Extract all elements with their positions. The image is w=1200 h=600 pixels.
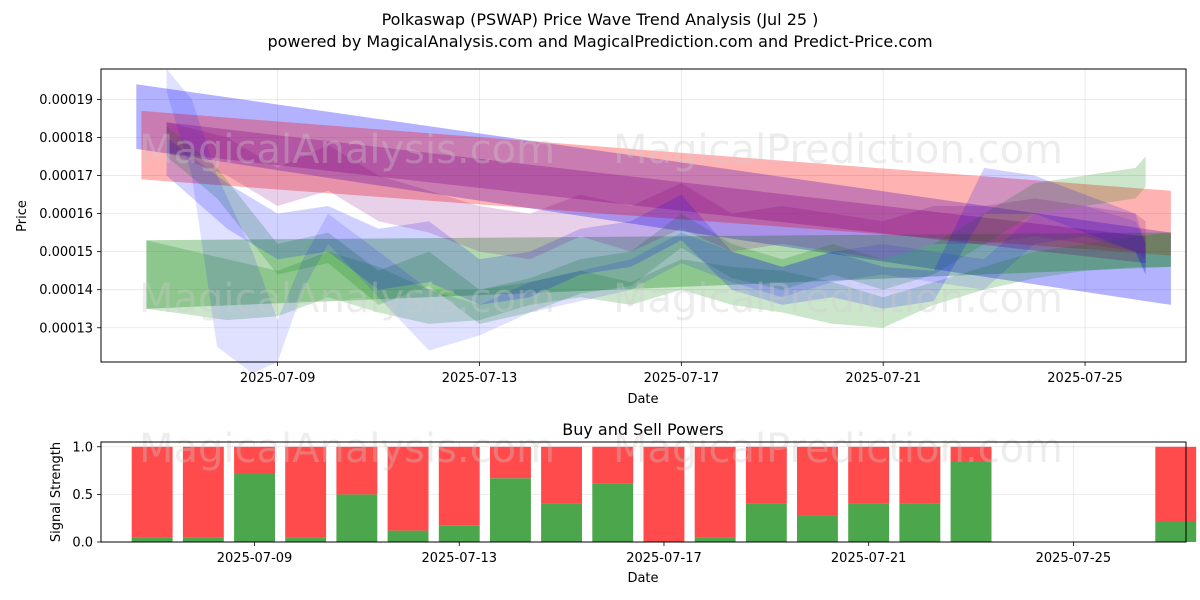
price-bands bbox=[136, 69, 1171, 374]
blue-wave-band-1 bbox=[166, 69, 1146, 374]
signal-x-tick-label: 2025-07-17 bbox=[626, 551, 702, 566]
buy-power-bar bbox=[234, 473, 275, 542]
buy-power-bar bbox=[387, 530, 429, 542]
sell-power-bar bbox=[745, 446, 787, 504]
sell-power-bar bbox=[950, 446, 992, 462]
price-x-tick-label: 2025-07-09 bbox=[240, 371, 316, 386]
price-x-tick-label: 2025-07-17 bbox=[644, 371, 720, 386]
blue-trend-band bbox=[136, 84, 1171, 305]
signal-x-axis-label: Date bbox=[627, 571, 658, 586]
sell-power-bar bbox=[285, 446, 327, 538]
red-trend-band bbox=[141, 110, 1171, 256]
price-plot-frame bbox=[100, 68, 1187, 363]
signal-x-tick-label: 2025-07-13 bbox=[421, 551, 497, 566]
buy-power-bar bbox=[1155, 521, 1197, 542]
watermark-upper-right-top: MagicalPrediction.com bbox=[613, 127, 1063, 173]
watermark-upper-right-bottom: MagicalPrediction.com bbox=[613, 276, 1063, 322]
buy-power-bar bbox=[848, 503, 890, 542]
signal-x-tick-label: 2025-07-21 bbox=[831, 551, 907, 566]
sell-power-bar bbox=[899, 446, 941, 504]
price-axes: 2025-07-09 2025-07-13 2025-07-17 2025-07-21… bbox=[39, 93, 1123, 386]
price-x-axis-label: Date bbox=[627, 392, 658, 407]
price-plot-background bbox=[101, 69, 1186, 362]
sell-power-bar bbox=[234, 446, 275, 474]
buy-power-bar bbox=[694, 537, 736, 542]
watermark-upper-left-top: MagicalAnalysis.com bbox=[139, 127, 555, 173]
signal-x-tick-label: 2025-07-25 bbox=[1036, 551, 1112, 566]
sell-power-bar bbox=[848, 446, 890, 504]
signal-plot-frame bbox=[100, 441, 1187, 543]
watermark-upper-left-bottom: MagicalAnalysis.com bbox=[139, 276, 555, 322]
buy-power-bar bbox=[899, 503, 941, 542]
buy-power-bar bbox=[797, 515, 838, 542]
price-y-tick-label: 0.00014 bbox=[39, 283, 93, 298]
chart-title: Polkaswap (PSWAP) Price Wave Trend Analy… bbox=[382, 10, 819, 29]
sell-power-bar bbox=[541, 446, 582, 504]
sell-power-bar bbox=[182, 446, 224, 538]
purple-wave-band bbox=[166, 122, 1146, 260]
buy-power-bar bbox=[490, 478, 531, 542]
price-x-tick-label: 2025-07-13 bbox=[442, 371, 518, 386]
buy-power-bar bbox=[541, 503, 582, 542]
price-y-tick-label: 0.00017 bbox=[39, 169, 93, 184]
signal-y-tick-label: 0.5 bbox=[72, 488, 93, 503]
sell-power-bar bbox=[694, 446, 736, 538]
price-y-tick-label: 0.00016 bbox=[39, 207, 93, 222]
price-wave-chart: MagicalAnalysis.com MagicalPrediction.co… bbox=[15, 68, 1187, 407]
sell-power-bar bbox=[131, 446, 173, 538]
signal-y-tick-label: 0.0 bbox=[72, 536, 93, 551]
buy-power-bar bbox=[950, 462, 992, 542]
blue-wave-band-2 bbox=[166, 137, 1146, 309]
signal-axes: 2025-07-09 2025-07-13 2025-07-17 2025-07-21… bbox=[72, 440, 1111, 566]
buy-power-bar bbox=[182, 537, 224, 542]
sell-power-bar bbox=[643, 446, 685, 542]
green-wave-band-2 bbox=[146, 232, 1171, 328]
sell-power-bar bbox=[438, 446, 480, 526]
sell-power-bar bbox=[490, 446, 531, 479]
green-trend-band bbox=[146, 232, 1171, 309]
price-y-tick-label: 0.00018 bbox=[39, 131, 93, 146]
signal-bars bbox=[131, 446, 1197, 542]
signal-y-tick-label: 1.0 bbox=[72, 440, 93, 455]
price-x-tick-label: 2025-07-21 bbox=[845, 371, 921, 386]
buy-power-bar bbox=[438, 525, 480, 542]
sell-power-bar bbox=[592, 446, 634, 484]
chart-subtitle: powered by MagicalAnalysis.com and Magic… bbox=[267, 32, 932, 51]
green-wave-band-1 bbox=[166, 126, 1146, 324]
buy-power-bar bbox=[336, 494, 378, 542]
price-y-tick-label: 0.00013 bbox=[39, 321, 93, 336]
price-y-tick-label: 0.00019 bbox=[39, 93, 93, 108]
price-x-tick-label: 2025-07-25 bbox=[1047, 371, 1123, 386]
sell-power-bar bbox=[1155, 446, 1197, 522]
signal-y-axis-label: Signal Strength bbox=[49, 442, 64, 542]
buy-sell-chart: Buy and Sell Powers MagicalAnalysis.com … bbox=[49, 420, 1197, 586]
sell-power-bar bbox=[797, 446, 838, 516]
price-y-axis-label: Price bbox=[15, 200, 30, 232]
price-grid bbox=[101, 69, 1186, 362]
buy-power-bar bbox=[745, 503, 787, 542]
buy-power-bar bbox=[131, 537, 173, 542]
sell-power-bar bbox=[336, 446, 378, 495]
watermark-lower-left: MagicalAnalysis.com bbox=[139, 426, 555, 472]
price-y-tick-label: 0.00015 bbox=[39, 245, 93, 260]
watermark-lower-right: MagicalPrediction.com bbox=[613, 426, 1063, 472]
sell-power-bar bbox=[387, 446, 429, 531]
buy-power-bar bbox=[285, 537, 327, 542]
signal-x-tick-label: 2025-07-09 bbox=[217, 551, 293, 566]
purple-trend-band bbox=[166, 122, 1146, 264]
buy-sell-title: Buy and Sell Powers bbox=[562, 420, 724, 439]
buy-power-bar bbox=[592, 483, 634, 542]
